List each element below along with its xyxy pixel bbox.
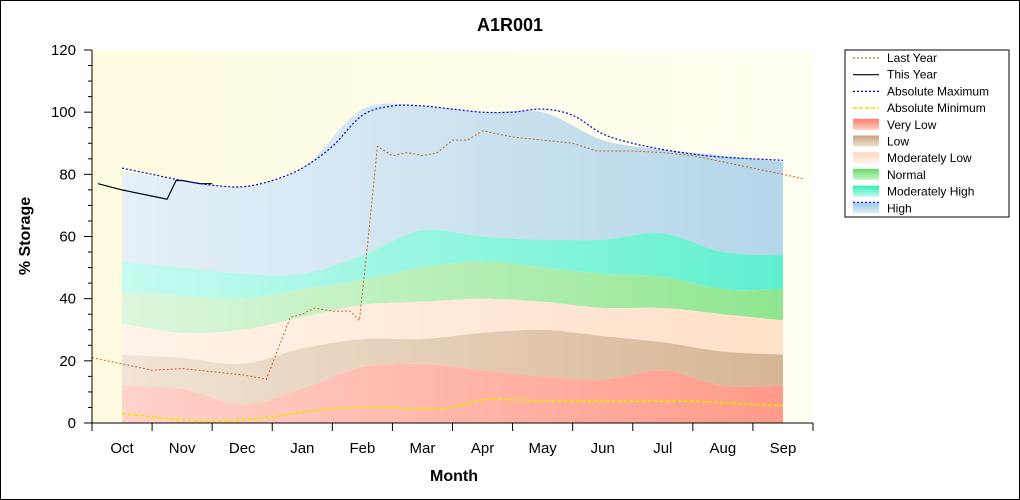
x-tick-label: Dec <box>229 440 256 457</box>
legend-label: Normal <box>887 168 926 182</box>
legend-swatch <box>853 168 879 180</box>
legend-label: Absolute Maximum <box>887 84 989 98</box>
x-tick-label: Apr <box>471 440 494 457</box>
x-tick-label: Aug <box>710 440 737 457</box>
axes: 0 20 40 60 80 100 120 Oct Nov Dec Jan Feb Mar Apr May J… <box>51 42 814 457</box>
y-tick-label: 100 <box>51 104 76 121</box>
legend-item-moderately-low: Moderately Low <box>853 151 972 165</box>
x-tick-label: Oct <box>110 440 134 457</box>
legend-item-very-low: Very Low <box>853 118 937 132</box>
band-normal <box>122 261 783 334</box>
y-tick-label: 40 <box>59 291 76 308</box>
series-last-year <box>91 130 805 381</box>
series-lines <box>91 104 805 423</box>
x-tick-label: Sep <box>770 440 797 457</box>
legend-label: Low <box>887 135 909 149</box>
legend: Last Year This Year Absolute Maximum Absolu… <box>844 49 1010 218</box>
x-tick-label: Nov <box>169 440 196 457</box>
legend-swatch <box>853 118 879 130</box>
y-tick-label: 60 <box>59 229 76 246</box>
y-axis-title: % Storage <box>17 197 34 275</box>
x-tick-label: Jan <box>290 440 314 457</box>
x-tick-label: May <box>528 440 557 457</box>
chart-title: A1R001 <box>477 15 543 35</box>
y-tick-label: 120 <box>51 42 76 59</box>
x-tick-label: Mar <box>410 440 436 457</box>
x-tick-label: Jun <box>591 440 615 457</box>
legend-item-absolute-maximum: Absolute Maximum <box>853 84 989 98</box>
legend-swatch <box>853 135 879 147</box>
legend-label: Moderately Low <box>887 151 972 165</box>
y-tick-label: 0 <box>68 415 76 432</box>
legend-item-high: High <box>853 201 912 215</box>
legend-item-normal: Normal <box>853 168 926 182</box>
legend-swatch <box>853 152 879 164</box>
legend-label: Last Year <box>887 51 937 65</box>
x-tick-label: Feb <box>349 440 375 457</box>
percentile-bands <box>122 103 783 423</box>
legend-item-low: Low <box>853 135 909 149</box>
band-very-low <box>122 363 783 423</box>
y-tick-label: 20 <box>59 353 76 370</box>
legend-label: Absolute Minimum <box>887 101 986 115</box>
legend-label: Very Low <box>887 118 937 132</box>
x-axis-title: Month <box>430 468 478 485</box>
legend-item-moderately-high: Moderately High <box>853 185 974 199</box>
band-low <box>122 329 783 405</box>
y-tick-label: 80 <box>59 166 76 183</box>
legend-label: Moderately High <box>887 185 974 199</box>
legend-item-this-year: This Year <box>853 68 937 82</box>
legend-label: High <box>887 201 912 215</box>
legend-item-last-year: Last Year <box>853 51 937 65</box>
legend-item-absolute-minimum: Absolute Minimum <box>853 101 986 115</box>
x-tick-label: Jul <box>653 440 672 457</box>
band-moderately-high <box>122 229 783 299</box>
band-moderately-low <box>122 298 783 365</box>
legend-label: This Year <box>887 68 937 82</box>
legend-swatch <box>853 202 879 214</box>
band-high <box>122 103 783 276</box>
series-absolute-maximum <box>121 104 784 188</box>
series-absolute-minimum <box>121 398 784 423</box>
legend-swatch <box>853 185 879 197</box>
